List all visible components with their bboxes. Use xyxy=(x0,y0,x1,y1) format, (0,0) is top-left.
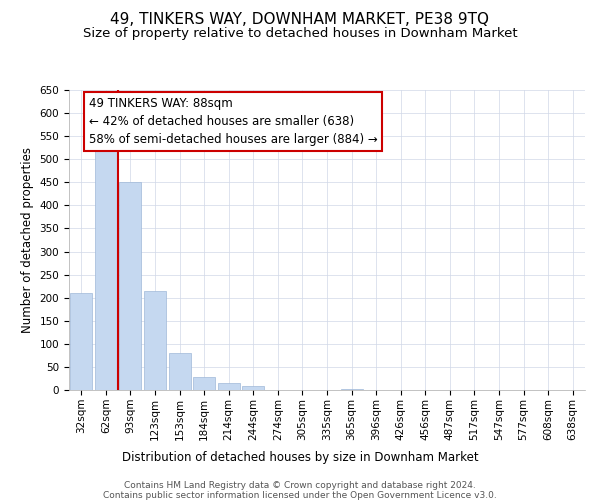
Bar xyxy=(70,293,92,390)
Y-axis label: Number of detached properties: Number of detached properties xyxy=(21,147,34,333)
Text: Contains HM Land Registry data © Crown copyright and database right 2024.: Contains HM Land Registry data © Crown c… xyxy=(124,482,476,490)
Text: Size of property relative to detached houses in Downham Market: Size of property relative to detached ho… xyxy=(83,28,517,40)
Bar xyxy=(242,386,265,390)
Bar xyxy=(341,388,362,390)
Bar xyxy=(218,383,240,390)
Text: Contains public sector information licensed under the Open Government Licence v3: Contains public sector information licen… xyxy=(103,490,497,500)
Bar xyxy=(193,377,215,390)
Text: 49 TINKERS WAY: 88sqm
← 42% of detached houses are smaller (638)
58% of semi-det: 49 TINKERS WAY: 88sqm ← 42% of detached … xyxy=(89,97,377,146)
Bar xyxy=(144,291,166,390)
Bar xyxy=(119,182,142,390)
Text: Distribution of detached houses by size in Downham Market: Distribution of detached houses by size … xyxy=(122,451,478,464)
Bar xyxy=(169,353,191,390)
Text: 49, TINKERS WAY, DOWNHAM MARKET, PE38 9TQ: 49, TINKERS WAY, DOWNHAM MARKET, PE38 9T… xyxy=(110,12,490,28)
Bar xyxy=(95,144,117,390)
